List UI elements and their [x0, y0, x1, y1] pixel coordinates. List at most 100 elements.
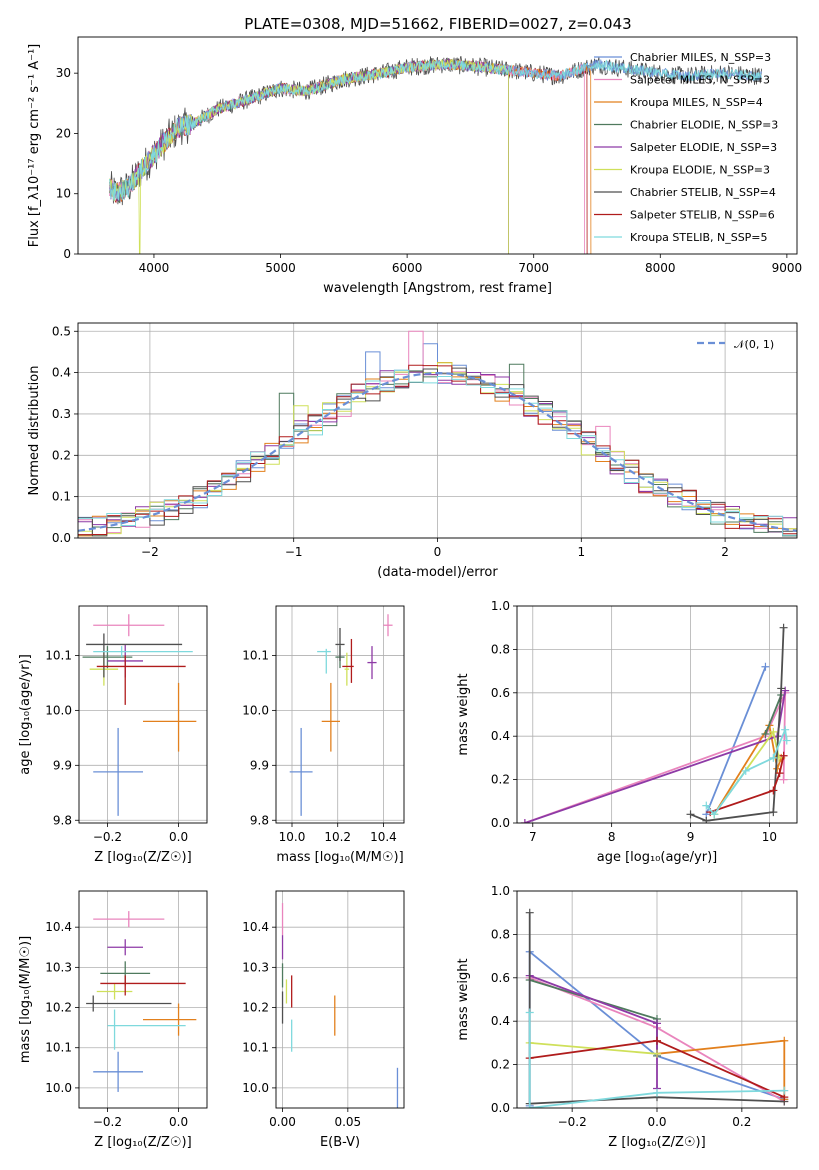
y-tick-label: 0.0	[491, 1101, 510, 1115]
y-tick-label: 0.6	[491, 686, 510, 700]
spectrum-line-kroupa-miles	[109, 59, 592, 254]
panel-mass-vs-EBV: 0.00 0.05 10.0 10.1 10.2 10.3 10.4 E(B-V)	[242, 890, 405, 1150]
y-tick-label: 10.1	[242, 1041, 269, 1055]
plot-area-mass-vs-EBV	[281, 903, 399, 1108]
x-tick-label: 0.0	[647, 1115, 666, 1129]
x-tick-label: 1	[577, 545, 585, 559]
x-tick-label: 4000	[139, 261, 170, 275]
histogram-salpeter-stelib	[78, 364, 797, 536]
plot-area-age-vs-mass	[289, 614, 393, 816]
weight-marker	[769, 808, 778, 817]
y-tick-label: 10.0	[45, 703, 72, 717]
x-axis-label: E(B-V)	[320, 1135, 360, 1150]
y-tick-label: 0.2	[52, 448, 71, 462]
panel-residuals: −2 −1 0 1 2 0.0 0.1 0.2 0.3 0.4 0.5 (data-model)/er…	[27, 322, 798, 580]
panel-spectrum: 4000 5000 6000 7000 8000 9000 0 10 20 30 wavelengt…	[27, 36, 803, 296]
x-tick-label: 9	[687, 830, 695, 844]
axes-frame	[516, 605, 798, 824]
x-tick-label: 0	[434, 545, 442, 559]
weight-marker	[781, 725, 790, 734]
legend-label: Salpeter MILES, N_SSP=3	[630, 74, 770, 87]
axes-frame	[78, 890, 208, 1109]
weight-marker	[525, 1008, 534, 1017]
y-tick-label: 10.0	[242, 703, 269, 717]
y-tick-label: 0.1	[52, 490, 71, 504]
y-tick-label: 0.2	[491, 1058, 510, 1072]
spectrum-line-salpeter-miles	[109, 58, 585, 254]
y-axis-label: age [log₁₀(age/yr)]	[18, 654, 33, 775]
y-tick-label: 10.4	[242, 920, 269, 934]
y-tick-label: 10.2	[45, 1001, 72, 1015]
weight-marker	[769, 727, 778, 736]
y-axis-label: Flux [f_λ10⁻¹⁷ erg cm⁻² s⁻¹ A⁻¹]	[27, 44, 42, 248]
x-tick-label: 6000	[392, 261, 423, 275]
spectrum-line-salpeter-stelib	[109, 58, 588, 254]
x-axis-label: wavelength [Angstrom, rest frame]	[323, 281, 552, 296]
x-tick-label: −1	[285, 545, 303, 559]
weight-marker	[780, 1086, 789, 1095]
legend-label: Chabrier ELODIE, N_SSP=3	[630, 119, 778, 132]
y-tick-label: 0.3	[52, 407, 71, 421]
x-axis-label: Z [log₁₀(Z/Z☉)]	[608, 1135, 705, 1150]
x-axis-label: mass [log₁₀(M/M☉)]	[276, 850, 403, 865]
weight-marker	[525, 1104, 534, 1108]
y-tick-label: 0.0	[491, 816, 510, 830]
weight-marker	[520, 819, 529, 823]
weight-marker	[780, 1036, 789, 1045]
x-tick-label: −2	[141, 545, 159, 559]
weight-marker	[702, 816, 711, 823]
panel-mass-vs-Z: −0.2 0.0 10.0 10.1 10.2 10.3 10.4 Z [log₁₀(Z/Z☉…	[18, 890, 208, 1150]
weight-marker	[525, 908, 534, 917]
x-tick-label: 2	[721, 545, 729, 559]
weight-marker	[775, 769, 784, 778]
weight-line	[764, 694, 783, 735]
weight-marker	[653, 1019, 661, 1028]
weight-marker	[769, 786, 778, 795]
x-tick-label: 5000	[265, 261, 296, 275]
weight-marker	[769, 753, 778, 762]
weight-marker	[761, 662, 770, 671]
y-tick-label: 20	[56, 126, 71, 140]
weight-line	[528, 1012, 785, 1108]
legend-label: Salpeter ELODIE, N_SSP=3	[630, 141, 777, 154]
axes-frame	[78, 605, 208, 824]
weight-marker	[653, 1049, 661, 1058]
y-tick-label: 9.8	[53, 813, 72, 827]
x-tick-label: 0.0	[169, 830, 188, 844]
legend-label: Chabrier STELIB, N_SSP=4	[630, 186, 776, 199]
panel-age-vs-Z: −0.2 0.0 9.8 9.9 10.0 10.1 Z [log₁₀(Z/Z☉)] age …	[18, 605, 208, 865]
x-tick-label: 9000	[772, 261, 803, 275]
x-axis-label: age [log₁₀(age/yr)]	[597, 850, 718, 865]
x-tick-label: 0.00	[269, 1115, 296, 1129]
x-axis-label: (data-model)/error	[377, 565, 498, 580]
plot-area-spectrum	[109, 55, 762, 254]
weight-marker	[777, 684, 786, 693]
x-tick-label: −0.2	[93, 830, 122, 844]
y-tick-label: 10.0	[45, 1081, 72, 1095]
y-tick-label: 10.2	[242, 1001, 269, 1015]
y-tick-label: 10.3	[45, 960, 72, 974]
weight-marker	[779, 623, 788, 632]
weight-marker	[782, 736, 791, 745]
panel-age-vs-mass: 10.0 10.2 10.4 9.8 9.9 10.0 10.1 mass [log₁₀(M/…	[242, 605, 405, 865]
legend-label: Chabrier MILES, N_SSP=3	[630, 51, 771, 64]
weight-marker	[710, 810, 719, 819]
y-tick-label: 30	[56, 66, 71, 80]
y-axis-label: mass weight	[456, 673, 471, 755]
weight-line	[713, 722, 783, 815]
figure-title: PLATE=0308, MJD=51662, FIBERID=0027, z=0…	[244, 15, 631, 33]
y-axis-label: mass [log₁₀(M/M☉)]	[18, 936, 33, 1063]
x-tick-label: 0.05	[334, 1115, 361, 1129]
y-tick-label: 10.1	[242, 648, 269, 662]
legend-label: Kroupa MILES, N_SSP=4	[630, 96, 763, 109]
weight-line	[524, 692, 787, 823]
y-tick-label: 0.4	[491, 1014, 510, 1028]
y-tick-label: 1.0	[491, 884, 510, 898]
panel-weight-vs-Z: −0.2 0.0 0.2 0.0 0.2 0.4 0.6 0.8 1.0 Z [log₁₀(Z/Z…	[456, 884, 798, 1150]
weight-line	[709, 755, 785, 813]
x-tick-label: 10.4	[370, 830, 397, 844]
x-tick-label: 8000	[645, 261, 676, 275]
y-tick-label: 0.5	[52, 324, 71, 338]
x-tick-label: 0.0	[169, 1115, 188, 1129]
